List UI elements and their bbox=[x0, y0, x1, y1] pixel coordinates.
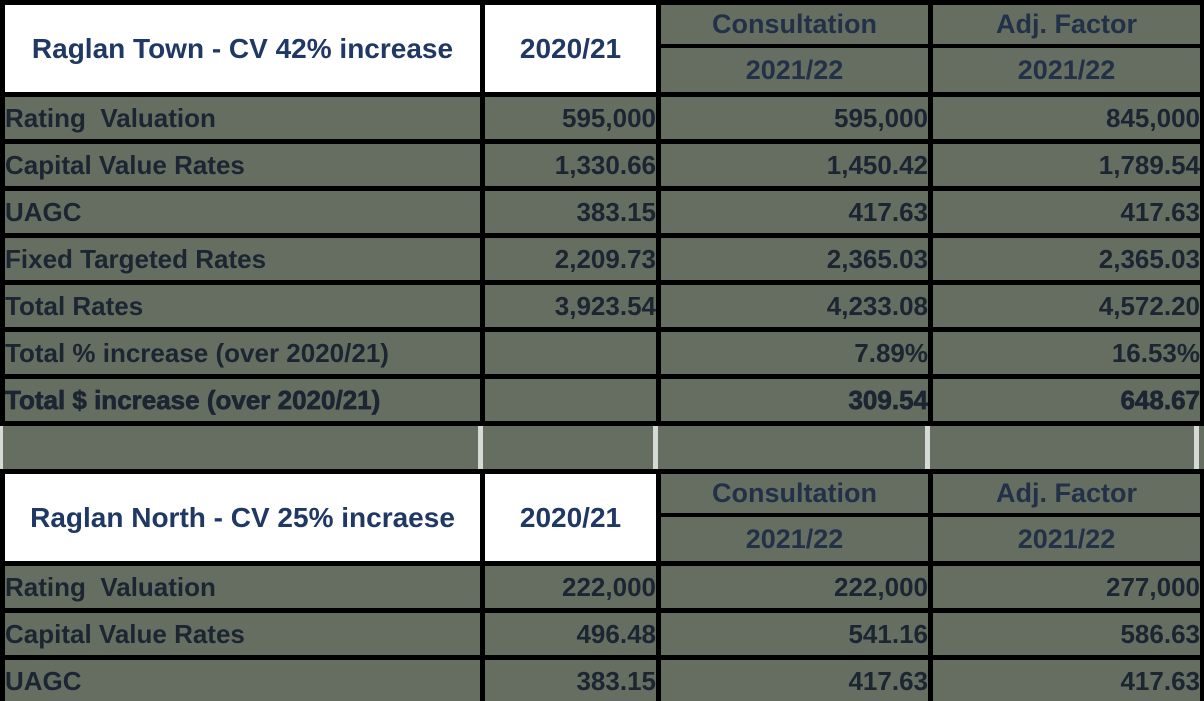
row-label: Rating Valuation bbox=[0, 561, 485, 613]
base-year-header: 2020/21 bbox=[480, 0, 661, 97]
adj-factor-column-header: Adj. Factor bbox=[928, 469, 1204, 517]
cell-adj-factor: 417.63 bbox=[928, 655, 1204, 701]
cell-base-year bbox=[480, 374, 661, 426]
rates-table-raglan-north: Raglan North - CV 25% incraese 2020/21 C… bbox=[0, 469, 1204, 701]
cell-adj-factor: 277,000 bbox=[928, 561, 1204, 613]
table-row: Capital Value Rates 496.48 541.16 586.63 bbox=[0, 608, 1204, 660]
table-row: Rating Valuation 595,000 595,000 845,000 bbox=[0, 92, 1204, 144]
table-row-total-dollar-increase: Total $ increase (over 2020/21) 309.54 6… bbox=[0, 374, 1204, 426]
spacer-gridline bbox=[925, 426, 930, 469]
table-row: Total % increase (over 2020/21) 7.89% 16… bbox=[0, 327, 1204, 379]
base-year-header: 2020/21 bbox=[480, 469, 661, 566]
cell-consultation: 7.89% bbox=[656, 327, 933, 379]
cell-base-year: 222,000 bbox=[480, 561, 661, 613]
table-row: Total Rates 3,923.54 4,233.08 4,572.20 bbox=[0, 280, 1204, 332]
consultation-column-header: Consultation bbox=[656, 469, 933, 517]
table-row: Fixed Targeted Rates 2,209.73 2,365.03 2… bbox=[0, 233, 1204, 285]
consultation-subyear-header: 2021/22 bbox=[656, 513, 933, 566]
table-title-raglan-town: Raglan Town - CV 42% increase bbox=[0, 0, 485, 97]
spacer-gridline bbox=[653, 426, 658, 469]
table-row: UAGC 383.15 417.63 417.63 bbox=[0, 655, 1204, 701]
row-label: UAGC bbox=[0, 655, 485, 701]
row-label: Total Rates bbox=[0, 280, 485, 332]
cell-adj-factor: 417.63 bbox=[928, 186, 1204, 238]
row-label: Fixed Targeted Rates bbox=[0, 233, 485, 285]
cell-base-year: 2,209.73 bbox=[480, 233, 661, 285]
row-label: Capital Value Rates bbox=[0, 139, 485, 191]
cell-base-year: 3,923.54 bbox=[480, 280, 661, 332]
cell-adj-factor: 586.63 bbox=[928, 608, 1204, 660]
spacer-row bbox=[0, 426, 1204, 469]
adj-factor-subyear-header: 2021/22 bbox=[928, 44, 1204, 97]
row-label: Capital Value Rates bbox=[0, 608, 485, 660]
cell-consultation: 417.63 bbox=[656, 655, 933, 701]
cell-consultation: 417.63 bbox=[656, 186, 933, 238]
cell-consultation: 309.54 bbox=[656, 374, 933, 426]
cell-consultation: 2,365.03 bbox=[656, 233, 933, 285]
row-label: Rating Valuation bbox=[0, 92, 485, 144]
cell-adj-factor: 4,572.20 bbox=[928, 280, 1204, 332]
table-row: Rating Valuation 222,000 222,000 277,000 bbox=[0, 561, 1204, 613]
cell-consultation: 541.16 bbox=[656, 608, 933, 660]
cell-adj-factor: 648.67 bbox=[928, 374, 1204, 426]
spacer-gridline bbox=[1194, 426, 1199, 469]
row-label: Total % increase (over 2020/21) bbox=[0, 327, 485, 379]
cell-adj-factor: 16.53% bbox=[928, 327, 1204, 379]
cell-consultation: 222,000 bbox=[656, 561, 933, 613]
table-title-raglan-north: Raglan North - CV 25% incraese bbox=[0, 469, 485, 566]
cell-adj-factor: 845,000 bbox=[928, 92, 1204, 144]
cell-consultation: 4,233.08 bbox=[656, 280, 933, 332]
adj-factor-subyear-header: 2021/22 bbox=[928, 513, 1204, 566]
cell-base-year: 383.15 bbox=[480, 186, 661, 238]
consultation-column-header: Consultation bbox=[656, 0, 933, 48]
rates-table-raglan-town: Raglan Town - CV 42% increase 2020/21 Co… bbox=[0, 0, 1204, 426]
cell-base-year bbox=[480, 327, 661, 379]
row-label: Total $ increase (over 2020/21) bbox=[0, 374, 485, 426]
spacer-gridline bbox=[0, 426, 3, 469]
cell-consultation: 1,450.42 bbox=[656, 139, 933, 191]
table-row: UAGC 383.15 417.63 417.63 bbox=[0, 186, 1204, 238]
adj-factor-column-header: Adj. Factor bbox=[928, 0, 1204, 48]
cell-base-year: 1,330.66 bbox=[480, 139, 661, 191]
cell-base-year: 383.15 bbox=[480, 655, 661, 701]
consultation-subyear-header: 2021/22 bbox=[656, 44, 933, 97]
row-label: UAGC bbox=[0, 186, 485, 238]
cell-base-year: 496.48 bbox=[480, 608, 661, 660]
cell-base-year: 595,000 bbox=[480, 92, 661, 144]
table-row: Capital Value Rates 1,330.66 1,450.42 1,… bbox=[0, 139, 1204, 191]
cell-adj-factor: 1,789.54 bbox=[928, 139, 1204, 191]
cell-consultation: 595,000 bbox=[656, 92, 933, 144]
cell-adj-factor: 2,365.03 bbox=[928, 233, 1204, 285]
spacer-gridline bbox=[478, 426, 483, 469]
